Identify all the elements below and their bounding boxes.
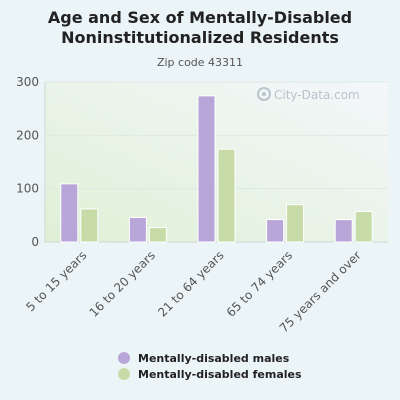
x-tick-label: 16 to 20 years (87, 248, 158, 319)
bar-males (197, 95, 216, 243)
watermark: City-Data.com (257, 87, 360, 102)
chart-title-line2: Noninstitutionalized Residents (61, 28, 339, 47)
legend-item-males: Mentally-disabled males (118, 350, 302, 366)
legend-item-females: Mentally-disabled females (118, 366, 302, 382)
y-axis: 0 100 200 300 (16, 75, 388, 249)
bar-males (128, 216, 147, 243)
bar-males (266, 219, 285, 243)
bar-females (286, 204, 305, 243)
bar-males (334, 219, 353, 243)
legend-swatch-females (118, 368, 130, 380)
y-tick-label: 100 (16, 182, 39, 196)
bars (60, 95, 373, 243)
x-tick-label: 65 to 74 years (224, 248, 295, 319)
chart-subtitle: Zip code 43311 (156, 56, 244, 69)
bar-males (60, 183, 79, 243)
chart-title-line1: Age and Sex of Mentally-Disabled (47, 8, 353, 27)
x-tick-label: 21 to 64 years (155, 248, 226, 319)
gridlines (45, 81, 388, 190)
plot-area (45, 82, 388, 242)
bar-females (148, 227, 167, 243)
bar-females (80, 208, 99, 243)
x-tick-label: 5 to 15 years (23, 248, 89, 314)
y-tick-label: 200 (16, 128, 39, 142)
y-tick-label: 300 (16, 75, 39, 89)
legend: Mentally-disabled males Mentally-disable… (118, 350, 302, 382)
watermark-icon (257, 87, 271, 101)
legend-label-females: Mentally-disabled females (138, 367, 302, 381)
bar-females (217, 148, 236, 243)
watermark-text: City-Data.com (274, 88, 360, 102)
y-tick-label: 0 (31, 235, 39, 249)
bar-females (354, 211, 373, 243)
legend-swatch-males (118, 352, 130, 364)
chart-title: Age and Sex of Mentally-Disabled Noninst… (0, 8, 400, 48)
legend-label-males: Mentally-disabled males (138, 351, 290, 365)
